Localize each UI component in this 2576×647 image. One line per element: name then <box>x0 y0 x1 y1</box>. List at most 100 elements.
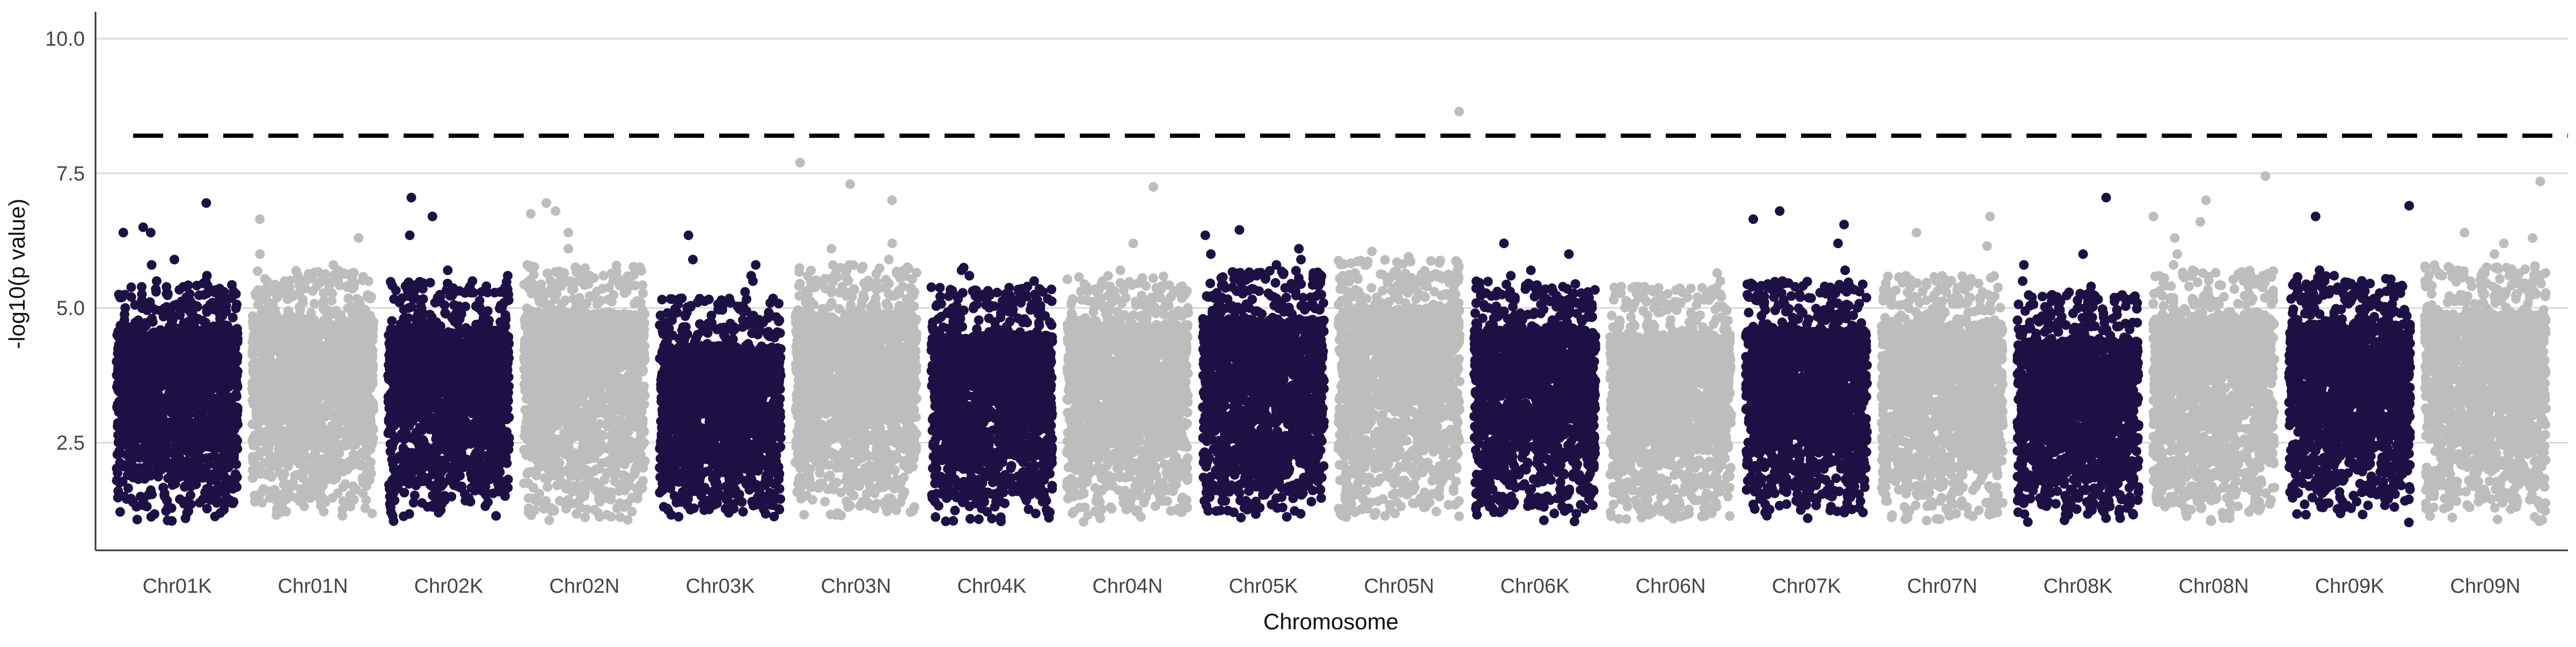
snp-point <box>428 502 437 512</box>
snp-point <box>473 321 483 330</box>
snp-point <box>443 333 453 343</box>
snp-point <box>261 308 270 317</box>
snp-point <box>338 467 348 476</box>
snp-point <box>305 493 315 503</box>
snp-point <box>437 467 447 477</box>
snp-point <box>358 275 368 285</box>
snp-point <box>328 368 338 377</box>
snp-point <box>219 374 229 383</box>
snp-point <box>176 435 186 445</box>
snp-point <box>417 477 427 486</box>
snp-point <box>255 345 265 355</box>
snp-point <box>314 339 324 348</box>
snp-point <box>293 404 303 413</box>
snp-point <box>179 373 188 382</box>
snp-point <box>327 289 337 299</box>
snp-point <box>313 387 323 396</box>
snp-point <box>132 319 142 329</box>
snp-peak-point <box>354 233 363 243</box>
snp-point <box>231 303 241 313</box>
snp-point <box>145 434 155 444</box>
snp-point <box>128 446 137 456</box>
snp-point <box>468 483 478 492</box>
snp-point <box>394 297 404 307</box>
snp-point <box>416 301 426 311</box>
snp-point <box>427 315 437 325</box>
snp-point <box>210 422 219 432</box>
snp-point <box>253 436 262 446</box>
snp-point <box>250 497 260 506</box>
snp-point <box>232 391 241 401</box>
snp-point <box>498 433 508 443</box>
snp-point <box>461 323 471 333</box>
snp-point <box>173 344 183 353</box>
snp-point <box>497 324 507 334</box>
snp-point <box>393 484 402 493</box>
snp-point <box>276 403 286 412</box>
snp-point <box>484 316 494 325</box>
snp-point <box>228 378 237 388</box>
snp-point <box>120 315 129 325</box>
snp-point <box>115 507 125 517</box>
snp-point <box>146 302 156 311</box>
snp-peak-point <box>407 193 416 202</box>
snp-point <box>432 352 442 362</box>
snp-point <box>447 492 456 501</box>
snp-peak-point <box>467 277 477 286</box>
snp-point <box>473 381 482 391</box>
snp-point <box>164 388 174 398</box>
chromosome-Chr02K <box>383 193 514 526</box>
snp-point <box>261 284 270 294</box>
snp-point <box>127 282 136 292</box>
snp-point <box>366 457 376 467</box>
snp-point <box>305 368 314 378</box>
snp-point <box>219 471 229 481</box>
snp-point <box>294 389 304 398</box>
snp-point <box>255 489 265 499</box>
snp-point <box>260 274 270 283</box>
snp-point <box>432 366 442 375</box>
snp-point <box>224 428 234 438</box>
snp-point <box>163 369 173 379</box>
snp-point <box>305 398 314 408</box>
snp-point <box>216 413 226 423</box>
snp-point <box>501 315 511 324</box>
snp-point <box>450 317 459 326</box>
snp-point <box>272 293 282 302</box>
snp-point <box>184 280 193 290</box>
snp-point <box>502 282 511 292</box>
snp-point <box>174 285 184 295</box>
snp-point <box>173 365 182 374</box>
snp-point <box>220 321 230 330</box>
snp-point <box>348 270 357 280</box>
snp-peak-point <box>201 198 211 208</box>
snp-point <box>165 405 174 415</box>
snp-point <box>211 444 221 454</box>
snp-point <box>205 373 215 382</box>
snp-point <box>464 336 473 345</box>
snp-peak-point <box>277 282 287 292</box>
snp-point <box>131 468 141 478</box>
snp-point <box>469 405 478 415</box>
snp-point <box>368 352 377 361</box>
snp-point <box>384 360 393 370</box>
snp-point <box>480 373 489 382</box>
snp-point <box>404 303 413 313</box>
snp-point <box>114 341 123 351</box>
snp-point <box>248 365 258 375</box>
snp-point <box>155 421 164 431</box>
snp-point <box>137 446 147 456</box>
snp-point <box>171 419 180 428</box>
snp-peak-point <box>170 255 179 264</box>
snp-peak-point <box>255 214 265 224</box>
snp-point <box>361 495 371 505</box>
snp-point <box>166 433 175 443</box>
snp-point <box>224 341 233 351</box>
snp-point <box>147 405 156 415</box>
snp-point <box>147 490 157 499</box>
snp-point <box>274 374 283 384</box>
snp-point <box>347 456 356 466</box>
snp-point <box>280 469 289 479</box>
snp-point <box>409 457 419 467</box>
